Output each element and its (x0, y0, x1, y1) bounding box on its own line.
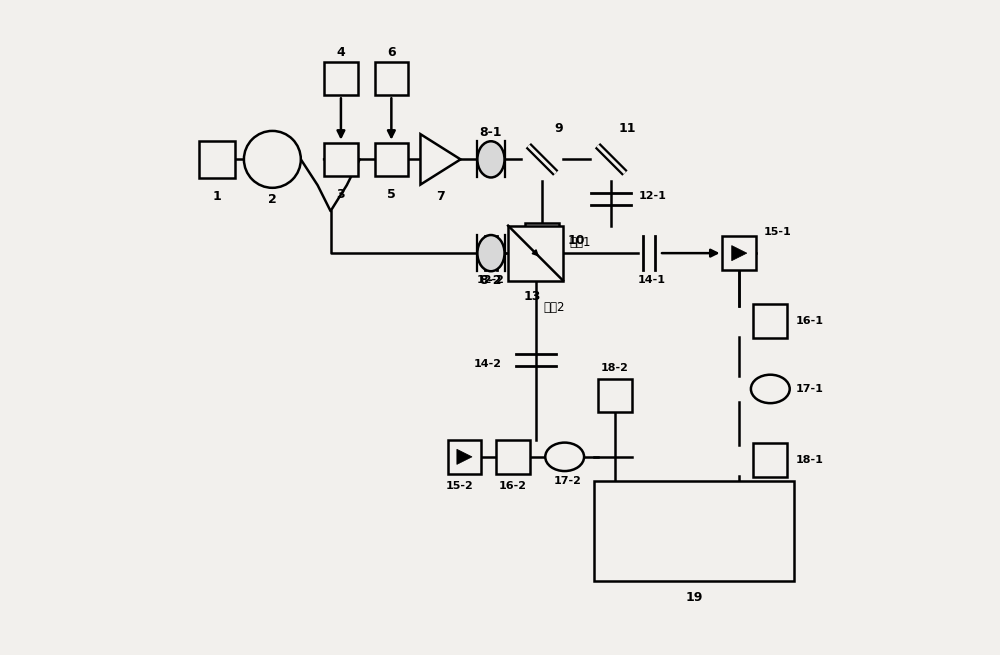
Bar (525, 223, 559, 257)
Text: 端口1: 端口1 (570, 236, 591, 250)
Text: 3: 3 (337, 189, 345, 202)
Bar (753, 304, 787, 338)
Bar (199, 141, 235, 178)
Text: 19: 19 (685, 591, 703, 604)
Text: 2: 2 (268, 193, 277, 206)
Bar (598, 379, 632, 412)
Ellipse shape (545, 443, 584, 471)
Ellipse shape (477, 235, 505, 271)
Bar (375, 143, 408, 176)
Bar (375, 62, 408, 96)
Bar (448, 440, 481, 474)
Text: 14-1: 14-1 (638, 275, 666, 286)
Text: 10: 10 (568, 234, 585, 247)
Ellipse shape (477, 141, 505, 178)
Bar (496, 440, 530, 474)
Bar (324, 62, 358, 96)
Text: 7: 7 (436, 191, 445, 203)
Text: 16-1: 16-1 (796, 316, 824, 326)
Text: 15-2: 15-2 (445, 481, 473, 491)
Text: 17-2: 17-2 (554, 476, 582, 487)
Text: 15-1: 15-1 (764, 227, 792, 238)
Bar (753, 443, 787, 477)
Text: 8-2: 8-2 (480, 274, 502, 287)
Text: 6: 6 (387, 46, 396, 59)
Bar (722, 236, 756, 270)
Text: 11: 11 (619, 122, 636, 135)
Bar (324, 143, 358, 176)
Text: 5: 5 (387, 189, 396, 202)
Ellipse shape (751, 375, 790, 403)
Text: 16-2: 16-2 (499, 481, 527, 491)
Text: 14-2: 14-2 (474, 358, 502, 369)
Bar (508, 226, 563, 280)
Text: 8-1: 8-1 (480, 126, 502, 139)
Text: 端口2: 端口2 (543, 301, 565, 314)
Text: 9: 9 (554, 122, 563, 135)
Text: 4: 4 (337, 46, 345, 59)
Text: 18-1: 18-1 (796, 455, 824, 465)
Text: 12-2: 12-2 (477, 275, 505, 286)
Text: 17-1: 17-1 (796, 384, 824, 394)
Bar (594, 481, 794, 582)
Polygon shape (732, 246, 747, 261)
Polygon shape (457, 449, 472, 464)
Text: 18-2: 18-2 (601, 364, 629, 373)
Text: 1: 1 (212, 191, 221, 203)
Ellipse shape (244, 131, 301, 188)
Polygon shape (420, 134, 461, 185)
Text: 12-1: 12-1 (638, 191, 666, 200)
Text: 13: 13 (524, 290, 541, 303)
